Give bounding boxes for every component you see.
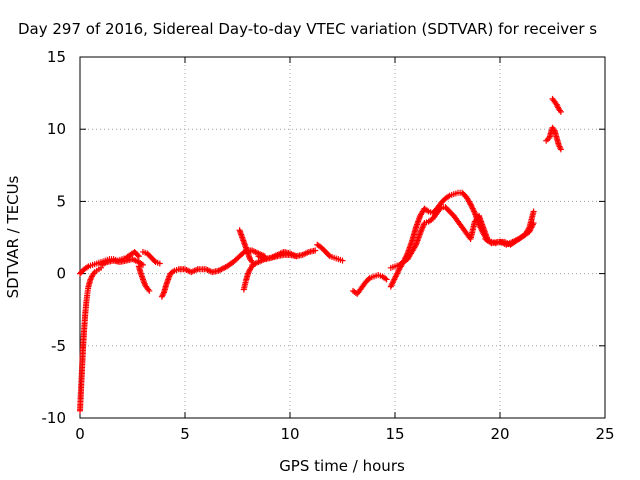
data-point [151, 257, 158, 264]
x-axis-label: GPS time / hours [279, 457, 405, 475]
data-point [146, 287, 153, 294]
y-tick-label: 15 [47, 48, 66, 66]
y-tick-label: 0 [56, 265, 66, 283]
data-point [312, 247, 319, 254]
y-tick-label: -5 [51, 337, 66, 355]
data-points [77, 95, 564, 414]
y-axis-label: SDTVAR / TECUs [4, 175, 22, 298]
data-point [339, 257, 346, 264]
data-point [325, 252, 332, 259]
x-tick-label: 25 [595, 425, 614, 443]
data-point [557, 146, 564, 153]
x-tick-label: 10 [280, 425, 299, 443]
plot-frame [79, 56, 606, 419]
data-point [156, 260, 163, 267]
data-point [140, 261, 146, 268]
data-point [134, 252, 141, 259]
x-tick-label: 20 [490, 425, 509, 443]
x-tick-label: 5 [180, 425, 190, 443]
y-tick-label: 10 [47, 120, 66, 138]
axis-ticks: 0 5 10 15 20 25 -10 -5 0 5 10 15 [42, 48, 615, 443]
x-tick-label: 0 [75, 425, 85, 443]
y-tick-label: 5 [56, 192, 66, 210]
chart-title: Day 297 of 2016, Sidereal Day-to-day VTE… [18, 20, 597, 38]
x-tick-label: 15 [385, 425, 404, 443]
data-point [293, 253, 300, 260]
grid-lines [80, 57, 605, 418]
data-point [530, 208, 537, 215]
data-point [557, 108, 564, 115]
data-point [383, 276, 390, 283]
y-tick-label: -10 [42, 409, 67, 427]
data-point [365, 276, 372, 283]
data-point [135, 253, 142, 260]
data-point [530, 220, 537, 227]
